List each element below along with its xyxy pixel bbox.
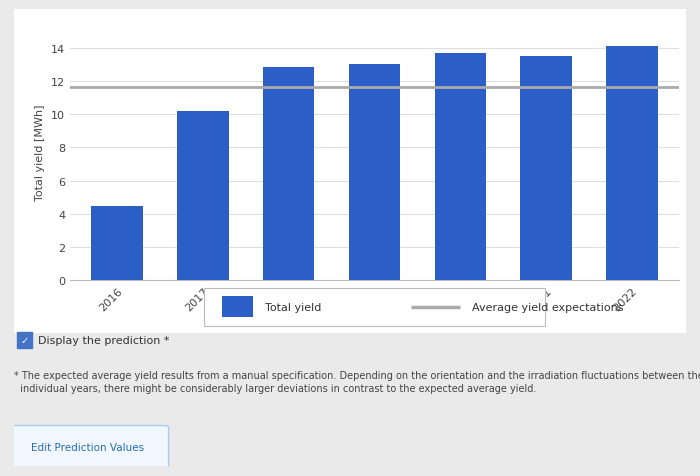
Bar xyxy=(435,54,486,281)
Y-axis label: Total yield [MWh]: Total yield [MWh] xyxy=(36,104,46,200)
FancyBboxPatch shape xyxy=(204,288,545,327)
Bar xyxy=(177,112,229,281)
FancyBboxPatch shape xyxy=(18,332,32,348)
Text: Edit Prediction Values: Edit Prediction Values xyxy=(32,442,144,452)
Bar xyxy=(92,207,143,281)
FancyBboxPatch shape xyxy=(7,426,169,467)
Text: * The expected average yield results from a manual specification. Depending on t: * The expected average yield results fro… xyxy=(14,370,700,393)
Text: ✓: ✓ xyxy=(21,336,29,345)
Bar xyxy=(520,57,572,281)
Text: Display the prediction *: Display the prediction * xyxy=(38,336,169,345)
Bar xyxy=(349,64,400,281)
Bar xyxy=(263,68,314,281)
Text: Total yield: Total yield xyxy=(265,302,321,312)
FancyBboxPatch shape xyxy=(7,6,693,337)
Bar xyxy=(606,47,657,281)
FancyBboxPatch shape xyxy=(223,296,253,318)
Text: Average yield expectations: Average yield expectations xyxy=(472,302,624,312)
